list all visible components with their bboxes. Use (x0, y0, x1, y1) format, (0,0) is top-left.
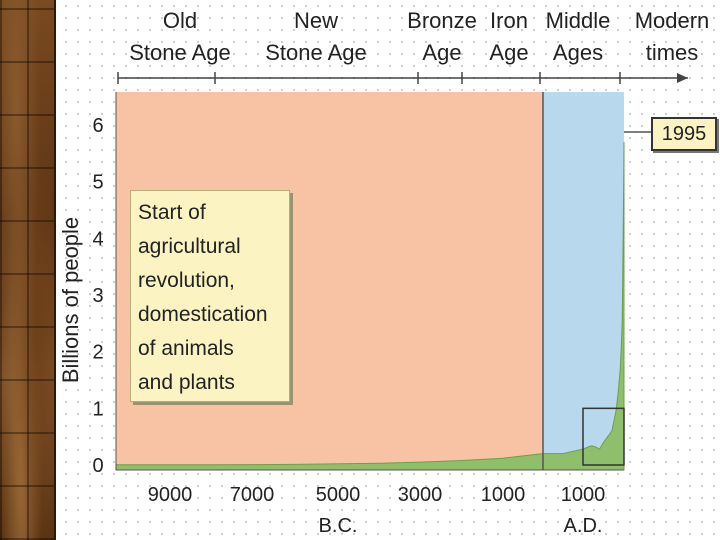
era-label: Stone Age (129, 40, 231, 65)
x-tick-label: 9000 (148, 484, 193, 506)
x-tick-label: 1000 (481, 484, 526, 506)
era-label: Iron (490, 8, 528, 33)
era-label: Middle (546, 8, 611, 33)
y-ticks: 0 1 2 3 4 5 6 (92, 115, 103, 477)
modern-era-highlight-box (582, 407, 625, 466)
y-tick-label: 0 (92, 455, 103, 477)
y-tick-label: 1 (92, 398, 103, 420)
era-background-region (543, 92, 624, 470)
x-tick-label: 5000 (316, 484, 361, 506)
era-label: Age (422, 40, 461, 65)
era-label: Bronze (407, 8, 477, 33)
y-tick-label: 2 (92, 342, 103, 364)
y-axis-label: Billions of people (58, 217, 83, 383)
era-label: Age (489, 40, 528, 65)
era-timeline-arrowhead (677, 73, 688, 83)
era-label: Modern (635, 8, 710, 33)
note-line: of animals (138, 337, 234, 360)
era-suffix-label: B.C. (319, 515, 358, 537)
era-label: Stone Age (265, 40, 367, 65)
population-area (115, 141, 625, 471)
y-tick-label: 6 (92, 115, 103, 137)
note-line: Start of (138, 201, 206, 224)
note-line: domestication (138, 303, 268, 326)
x-tick-label: 3000 (398, 484, 443, 506)
axes (115, 92, 624, 471)
note-line: and plants (138, 371, 235, 394)
highlight-box (582, 407, 625, 466)
x-ticks: 9000 7000 5000 3000 1000 1000 B.C. A.D. (148, 484, 606, 537)
era-suffix-label: A.D. (564, 515, 603, 537)
era-label: New (294, 8, 338, 33)
year-1995-label: 1995 (651, 117, 717, 151)
x-tick-label: 7000 (230, 484, 275, 506)
era-label: Ages (553, 40, 603, 65)
era-label: Old (163, 8, 197, 33)
era-label: times (646, 40, 699, 65)
era-headers: Old Stone Age New Stone Age Bronze Age Iron Age… (117, 8, 710, 84)
agricultural-revolution-note: Start of agricultural revolution, domest… (130, 190, 290, 402)
note-line: revolution, (138, 269, 235, 292)
x-tick-label: 1000 (561, 484, 606, 506)
y-tick-label: 3 (92, 285, 103, 307)
wood-border-decoration (0, 0, 56, 540)
y-tick-label: 4 (92, 228, 103, 250)
note-line: agricultural (138, 235, 241, 258)
y-tick-label: 5 (92, 172, 103, 194)
population-area-shape (115, 141, 625, 471)
